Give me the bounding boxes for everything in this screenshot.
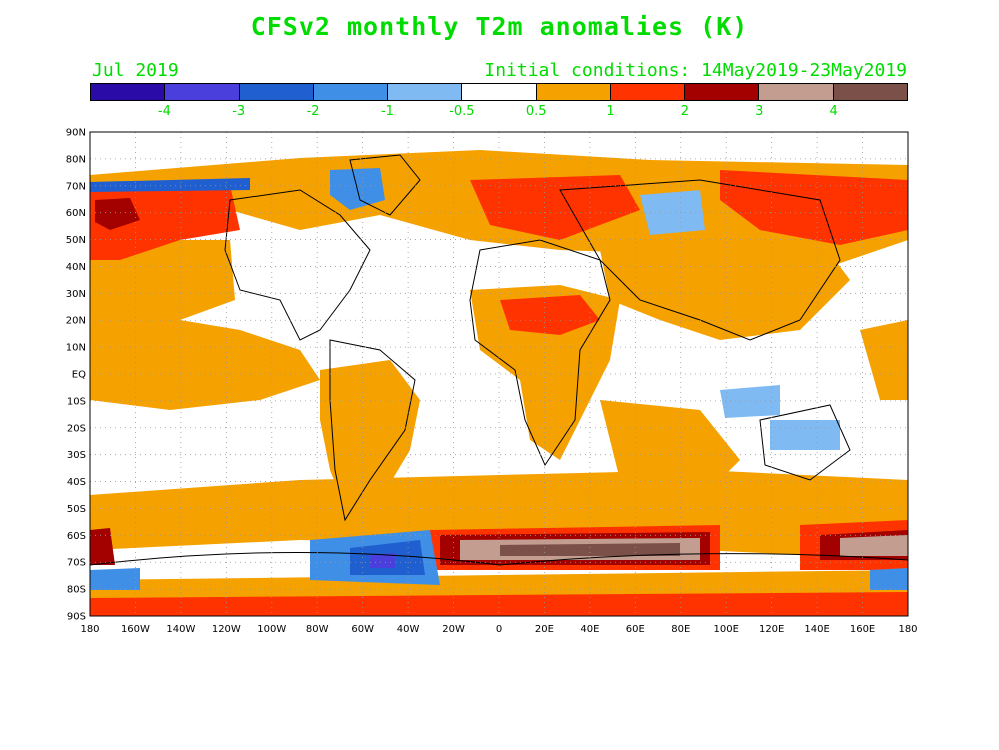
cold-region-south-east bbox=[870, 568, 908, 590]
colorbar-segment bbox=[239, 84, 314, 100]
colorbar-segment bbox=[536, 84, 611, 100]
warm-region-pacific-east bbox=[90, 320, 320, 410]
map-frame bbox=[89, 131, 909, 617]
lat-label: 90S bbox=[67, 612, 86, 623]
lon-label: 20W bbox=[442, 624, 465, 635]
map-title: CFSv2 monthly T2m anomalies (K) bbox=[250, 12, 749, 41]
latitude-labels: 90N 80N 70N 60N 50N 40N 30N 20N 10N EQ 10S 20S 30S 40… bbox=[66, 128, 86, 623]
lon-label: 40W bbox=[397, 624, 420, 635]
colorbar-label: 4 bbox=[829, 104, 838, 119]
colorbar-segment bbox=[91, 84, 166, 100]
lat-label: 70N bbox=[66, 181, 86, 192]
colorbar-label: -1 bbox=[380, 104, 394, 119]
colorbar-segment bbox=[685, 84, 760, 100]
lon-label: 120W bbox=[212, 624, 241, 635]
lat-label: 20N bbox=[66, 316, 86, 327]
valid-month: Jul 2019 bbox=[92, 60, 179, 81]
lat-label: 80S bbox=[67, 585, 86, 596]
lat-label: 20S bbox=[67, 423, 86, 434]
lat-label: 80N bbox=[66, 154, 86, 165]
lon-label: 140W bbox=[166, 624, 195, 635]
lat-label: 60N bbox=[66, 208, 86, 219]
anomaly-fields bbox=[90, 132, 908, 616]
lon-label: 160E bbox=[850, 624, 875, 635]
lon-label: 180 bbox=[898, 624, 917, 635]
colorbar-label: 1 bbox=[606, 104, 615, 119]
lon-label: 180 bbox=[80, 624, 99, 635]
lat-label: 60S bbox=[67, 531, 86, 542]
colorbar-segment bbox=[759, 84, 834, 100]
lon-label: 100E bbox=[714, 624, 739, 635]
lon-label: 40E bbox=[580, 624, 599, 635]
lat-label: 50N bbox=[66, 235, 86, 246]
lat-label: 40N bbox=[66, 262, 86, 273]
lat-label: EQ bbox=[72, 370, 86, 381]
cool-region-asia bbox=[640, 190, 705, 235]
colorbar-label: -4 bbox=[157, 104, 171, 119]
lat-label: 90N bbox=[66, 128, 86, 139]
lon-label: 120E bbox=[759, 624, 784, 635]
lat-label: 30N bbox=[66, 289, 86, 300]
warm-region-africa bbox=[470, 285, 620, 460]
colorbar-segment bbox=[165, 84, 240, 100]
initial-conditions: Initial conditions: 14May2019-23May2019 bbox=[484, 60, 907, 81]
lat-lon-grid bbox=[90, 132, 908, 616]
coastlines bbox=[90, 154, 908, 566]
lon-label: 80W bbox=[306, 624, 329, 635]
colorbar-label: -3 bbox=[232, 104, 246, 119]
colorbar bbox=[90, 83, 908, 101]
lon-label: 140E bbox=[804, 624, 829, 635]
max-region-east bbox=[840, 535, 908, 556]
colorbar-label: 2 bbox=[680, 104, 690, 119]
cold-region-arctic-west bbox=[90, 178, 250, 192]
colorbar-segment bbox=[833, 84, 907, 100]
colorbar-segment bbox=[388, 84, 463, 100]
top-region-southern-ocean bbox=[500, 543, 680, 556]
lat-label: 70S bbox=[67, 558, 86, 569]
lat-label: 10S bbox=[67, 396, 86, 407]
colorbar-segment bbox=[610, 84, 686, 100]
colorbar-label: -0.5 bbox=[449, 104, 475, 119]
warm-region-asia bbox=[600, 240, 850, 340]
lon-label: 60W bbox=[351, 624, 374, 635]
lat-label: 30S bbox=[67, 450, 86, 461]
hot-region-antarctic bbox=[90, 592, 908, 616]
lon-label: 80E bbox=[671, 624, 690, 635]
colorbar-labels: -4 -3 -2 -1 -0.5 0.5 1 2 3 4 bbox=[90, 104, 908, 122]
colorbar-label: 0.5 bbox=[525, 104, 547, 119]
extreme-region-west bbox=[90, 528, 115, 565]
lon-label: 0 bbox=[496, 624, 502, 635]
hot-region-siberia bbox=[720, 170, 908, 245]
lat-label: 50S bbox=[67, 504, 86, 515]
lon-label: 20E bbox=[535, 624, 554, 635]
colorbar-label: 3 bbox=[755, 104, 764, 119]
hot-region-europe bbox=[470, 175, 640, 240]
lon-label: 60E bbox=[626, 624, 645, 635]
cold-region-south-pacific bbox=[90, 568, 140, 590]
lat-label: 10N bbox=[66, 343, 86, 354]
hot-region-north-africa bbox=[500, 295, 600, 335]
lon-label: 160W bbox=[121, 624, 150, 635]
cool-region-indian bbox=[720, 385, 780, 418]
cold-region-australia bbox=[770, 420, 840, 450]
extreme-region-alaska bbox=[95, 198, 140, 230]
colorbar-segment bbox=[462, 84, 537, 100]
lat-label: 40S bbox=[67, 477, 86, 488]
warm-region-east-pacific bbox=[860, 320, 908, 400]
longitude-labels: 180 160W 140W 120W 100W 80W 60W 40W 20W 0 20E 40E 60… bbox=[80, 624, 917, 635]
warm-region-pacific-north bbox=[90, 240, 235, 330]
colorbar-segment bbox=[313, 84, 389, 100]
lon-label: 100W bbox=[257, 624, 286, 635]
coldest-region-antarctica bbox=[370, 553, 395, 568]
colorbar-label: -2 bbox=[306, 104, 320, 119]
